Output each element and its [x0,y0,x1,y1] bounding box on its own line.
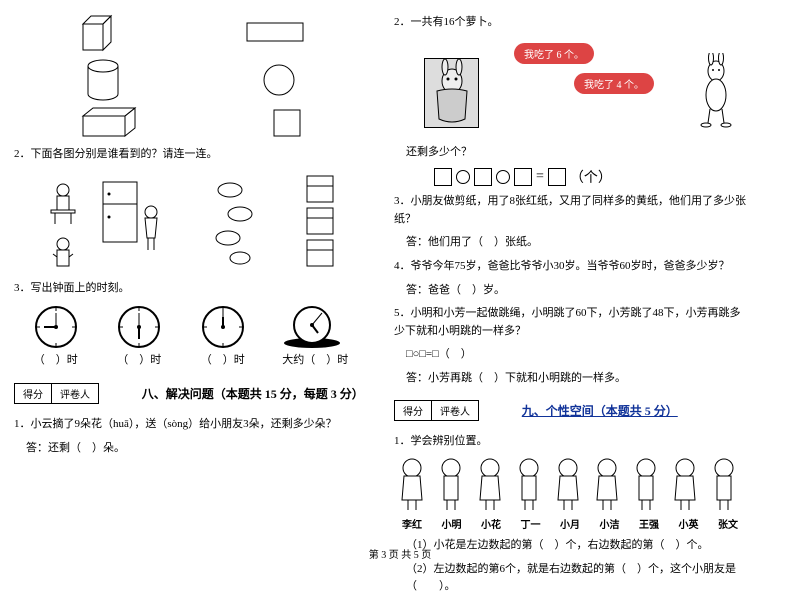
cylinder-icon [83,58,123,102]
r-q9-1-2: （2）左边数起的第6个，就是右边数起的第（ ）个，这个小朋友是（ ）。 [406,561,746,596]
rabbit-left-icon [424,58,479,128]
q8-1: 1．小云摘了9朵花（huā），送（sòng）给小朋友3朵，还剩多少朵？ [14,416,366,434]
clock-3-label: （ ）时 [199,351,247,367]
r-q5-ans: 答：小芳再跳（ ）下就和小明跳的一样多。 [406,370,746,388]
view-fridges-icon [297,172,347,272]
square-icon [272,108,302,138]
q8-1-answer: 答：还剩（ ）朵。 [26,440,366,458]
clock-4-icon [282,303,342,351]
r-q9-1: 1．学会辨别位置。 [394,433,746,451]
kid-name: 小花 [473,516,509,531]
kid-name: 小英 [671,516,707,531]
clocks-row: （ ）时 （ ）时 [14,303,366,367]
perspective-scene [14,172,366,272]
kids-lineup-icon [394,456,744,512]
score-box-9: 得分 评卷人 [394,400,479,421]
r-q3-ans: 答：他们用了（ ）张纸。 [406,234,746,252]
r-q3: 3．小朋友做剪纸，用了8张红纸，又用了同样多的黄纸，他们用了多少张纸？ [394,193,746,228]
eq-box-icon [548,168,566,186]
scene-people-icon [33,172,173,272]
eq-box-icon [514,168,532,186]
cube-icon [75,12,123,54]
circle-icon [261,62,297,98]
kid-name: 小月 [552,516,588,531]
kids-row [394,456,746,512]
clock-3-icon [199,303,247,351]
kid-name: 张文 [710,516,746,531]
eq-box-icon [474,168,492,186]
kid-name: 丁一 [513,516,549,531]
eq-op-icon [456,170,470,184]
q2-text: 2．下面各图分别是谁看到的？请连一连。 [14,146,366,164]
r-q5-eq: □○□=□（ ） [406,346,746,364]
r-q4-ans: 答：爸爸（ ）岁。 [406,282,746,300]
eq-unit: （个） [570,167,612,187]
score-cell: 得分 [15,384,52,403]
rabbit-scene: 我吃了 6 个。 我吃了 4 个。 [394,38,746,138]
rabbit-right-icon [696,53,736,128]
remain-q: 还剩多少个？ [406,144,746,162]
cuboid-icon [79,106,143,140]
clock-1-label: （ ）时 [32,351,80,367]
rectangle-flat-icon [245,21,305,45]
r-q2: 2．一共有16个萝卜。 [394,14,746,32]
score-box-8: 得分 评卷人 [14,383,99,404]
shape-row-1 [14,12,366,54]
page-footer: 第 3 页 共 5 页 [0,546,800,561]
q3-text: 3．写出钟面上的时刻。 [14,280,366,298]
section-8-title: 八、解决问题（本题共 15 分，每题 3 分） [142,387,364,401]
shape-row-3 [14,106,366,140]
grader-cell: 评卷人 [52,384,98,403]
kids-names: 李红 小明 小花 丁一 小月 小洁 王强 小英 张文 [394,516,746,531]
speech-bubble-2: 我吃了 4 个。 [574,73,654,94]
score-cell: 得分 [395,401,432,420]
kid-name: 小明 [434,516,470,531]
clock-2-label: （ ）时 [115,351,163,367]
eq-box-icon [434,168,452,186]
r-q4: 4．爷爷今年75岁，爸爸比爷爷小30岁。当爷爷60岁时，爸爸多少岁？ [394,258,746,276]
clock-4-label: 大约（ ）时 [282,351,348,367]
grader-cell: 评卷人 [432,401,478,420]
shape-row-2 [14,58,366,102]
speech-bubble-1: 我吃了 6 个。 [514,43,594,64]
view-clouds-icon [210,172,260,272]
section-9-title: 九、个性空间（本题共 5 分） [522,404,678,418]
kid-name: 王强 [631,516,667,531]
eq-op-icon [496,170,510,184]
r-q5: 5．小明和小芳一起做跳绳，小明跳了60下，小芳跳了48下，小芳再跳多少下就和小明… [394,305,746,340]
equals-icon: = [536,169,544,185]
clock-1-icon [32,303,80,351]
kid-name: 小洁 [592,516,628,531]
kid-name: 李红 [394,516,430,531]
clock-2-icon [115,303,163,351]
equation-boxes: = （个） [434,167,746,187]
